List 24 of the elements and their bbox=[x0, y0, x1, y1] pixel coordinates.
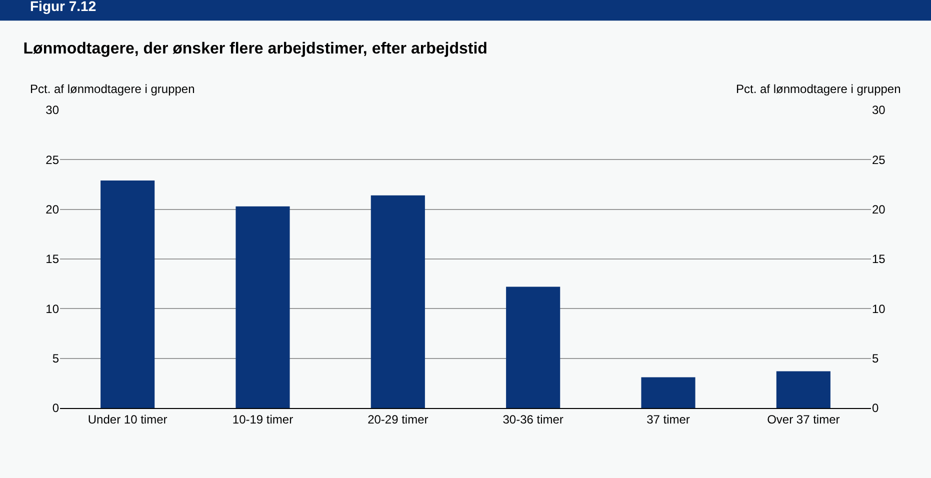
y-tick-label: 25 bbox=[46, 152, 60, 167]
x-tick-label: Over 37 timer bbox=[767, 412, 840, 426]
y-axis-title: Pct. af lønmodtagere i gruppen bbox=[30, 82, 195, 96]
x-tick-label: 10-19 timer bbox=[232, 412, 294, 426]
x-tick-label: 20-29 timer bbox=[368, 412, 428, 426]
y2-axis-title: Pct. af lønmodtagere i gruppen bbox=[736, 82, 901, 96]
x-tick-label: 37 timer bbox=[646, 412, 690, 426]
y2-tick-label: 15 bbox=[872, 252, 886, 266]
x-tick-label: Under 10 timer bbox=[88, 412, 168, 426]
y-tick-label: 0 bbox=[52, 401, 60, 416]
y-tick-label: 15 bbox=[46, 252, 60, 266]
y-tick-label: 30 bbox=[46, 103, 60, 118]
x-tick-label: 30-36 timer bbox=[502, 412, 564, 426]
y-tick-label: 5 bbox=[52, 352, 60, 366]
y2-tick-label: 10 bbox=[872, 302, 886, 316]
y-tick-label: 20 bbox=[46, 202, 60, 217]
y2-tick-label: 30 bbox=[872, 103, 886, 118]
y-tick-label: 10 bbox=[46, 302, 60, 316]
text: Figur 7.12 bbox=[30, 0, 96, 14]
y2-tick-label: 0 bbox=[872, 401, 879, 416]
y2-tick-label: 5 bbox=[872, 352, 879, 366]
y2-tick-label: 20 bbox=[872, 202, 886, 217]
y2-tick-label: 25 bbox=[872, 152, 886, 167]
chart-title: Lønmodtagere, der ønsker flere arbejdstimer, efter arbejdstid bbox=[23, 40, 488, 58]
